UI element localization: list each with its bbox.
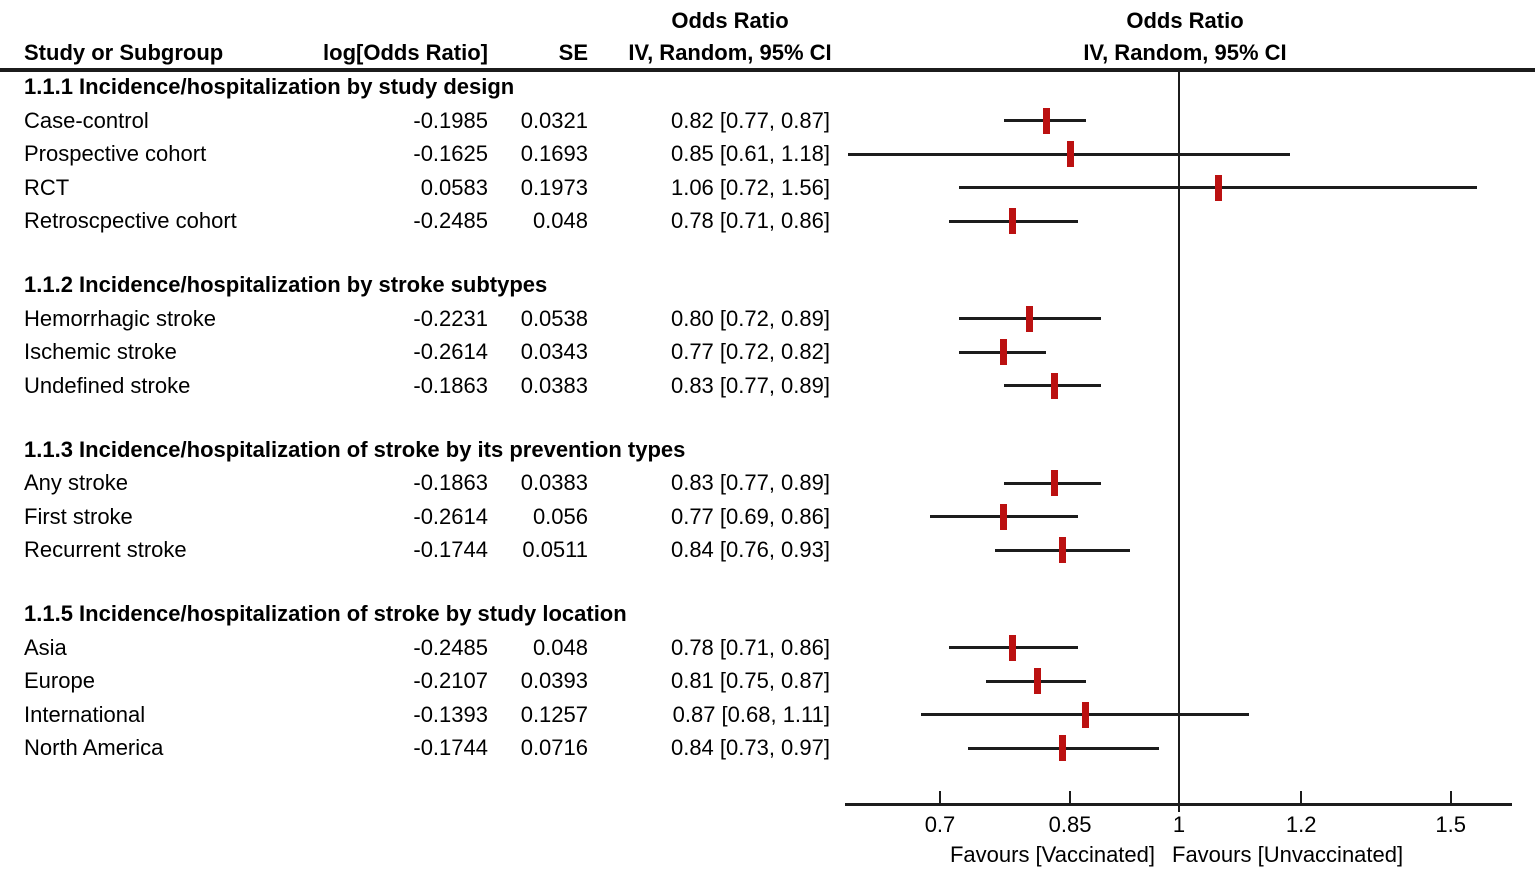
ci-text: 0.78 [0.71, 0.86] <box>670 634 830 660</box>
study-label: Recurrent stroke <box>24 537 187 562</box>
point-estimate-marker <box>1050 372 1058 399</box>
ci-text: 0.87 [0.68, 1.11] <box>672 701 830 727</box>
study-label: North America <box>24 735 164 760</box>
point-estimate-marker <box>1034 668 1042 694</box>
study-label: Undefined stroke <box>24 372 191 398</box>
axis-tick <box>1300 791 1303 806</box>
log-odds-ratio-value: -0.2614 <box>413 339 488 364</box>
ci-text: 0.83 [0.77, 0.89] <box>670 372 830 398</box>
axis-tick-label: 1.5 <box>1435 812 1466 837</box>
study-label: First stroke <box>24 503 133 529</box>
study-label: Case-control <box>24 107 149 133</box>
study-label: Asia <box>24 634 67 660</box>
study-label: Hemorrhagic stroke <box>24 305 216 331</box>
study-label: RCT <box>24 174 70 200</box>
point-estimate-marker <box>1058 537 1066 563</box>
log-odds-ratio-value: -0.1744 <box>413 537 488 562</box>
se-value: 0.0321 <box>520 107 588 133</box>
study-label: Retroscpective cohort <box>24 208 237 233</box>
ci-text: 0.77 [0.69, 0.86] <box>670 503 830 529</box>
study-label: Europe <box>24 668 95 693</box>
se-value: 0.1693 <box>520 141 588 166</box>
log-odds-ratio-value: -0.1744 <box>413 735 488 760</box>
se-value: 0.0511 <box>522 537 588 562</box>
plot-col-effect-title: Odds Ratio <box>1126 8 1244 33</box>
log-odds-ratio-value: 0.0583 <box>420 174 488 200</box>
point-estimate-marker <box>1009 208 1016 234</box>
col-header-log-odds-ratio: log[Odds Ratio] <box>323 40 488 65</box>
col-header-se: SE <box>558 40 588 65</box>
se-value: 0.0383 <box>520 372 588 398</box>
section-heading: 1.1.1 Incidence/hospitalization by study… <box>24 74 515 99</box>
study-label: Ischemic stroke <box>24 339 177 364</box>
se-value: 0.048 <box>532 208 588 233</box>
study-label: Prospective cohort <box>24 141 207 166</box>
study-label: Any stroke <box>24 470 128 495</box>
axis-tick <box>938 791 941 806</box>
point-estimate-marker <box>1082 701 1090 728</box>
point-estimate-marker <box>1000 503 1008 530</box>
axis-tick-label: 0.7 <box>924 812 956 837</box>
point-estimate-marker <box>1050 470 1058 496</box>
point-estimate-marker <box>1042 107 1050 134</box>
ci-text: 0.77 [0.72, 0.82] <box>670 339 830 364</box>
axis-tick <box>1178 791 1180 806</box>
se-value: 0.1973 <box>520 174 588 200</box>
ci-text: 0.82 [0.77, 0.87] <box>670 107 830 133</box>
col-header-study: Study or Subgroup <box>24 40 224 65</box>
section-heading: 1.1.5 Incidence/hospitalization of strok… <box>24 601 627 626</box>
se-value: 0.0343 <box>520 339 588 364</box>
axis-tick-label: 0.85 <box>1048 812 1092 837</box>
section-heading: 1.1.2 Incidence/hospitalization by strok… <box>24 272 548 297</box>
log-odds-ratio-value: -0.2485 <box>413 208 488 233</box>
se-value: 0.0393 <box>520 668 588 693</box>
point-estimate-marker <box>1066 141 1074 167</box>
log-odds-ratio-value: -0.2485 <box>413 634 488 660</box>
header-divider <box>0 68 1535 72</box>
plot-col-model-subtitle: IV, Random, 95% CI <box>1083 40 1287 65</box>
ci-text: 0.84 [0.73, 0.97] <box>670 735 830 760</box>
se-value: 0.1257 <box>520 701 588 727</box>
se-value: 0.0383 <box>520 470 588 495</box>
ci-text: 1.06 [0.72, 1.56] <box>670 174 830 200</box>
log-odds-ratio-value: -0.1625 <box>413 141 488 166</box>
ci-text: 0.83 [0.77, 0.89] <box>670 470 830 495</box>
point-estimate-marker <box>1025 305 1033 332</box>
log-odds-ratio-value: -0.1863 <box>413 372 488 398</box>
axis-tick-label: 1 <box>1172 812 1186 837</box>
ci-text: 0.78 [0.71, 0.86] <box>670 208 830 233</box>
study-label: International <box>24 701 146 727</box>
se-value: 0.0716 <box>520 735 588 760</box>
point-estimate-marker <box>1000 339 1008 365</box>
log-odds-ratio-value: -0.1393 <box>413 701 488 727</box>
ci-text: 0.81 [0.75, 0.87] <box>670 668 830 693</box>
log-odds-ratio-value: -0.1863 <box>413 470 488 495</box>
ci-text: 0.85 [0.61, 1.18] <box>670 141 830 166</box>
log-odds-ratio-value: -0.1985 <box>413 107 488 133</box>
point-estimate-marker <box>1058 735 1066 761</box>
favours-right-label: Favours [Unvaccinated] <box>1172 842 1404 867</box>
reference-line <box>1178 72 1180 812</box>
axis-tick <box>1069 791 1072 806</box>
log-odds-ratio-value: -0.2614 <box>413 503 488 529</box>
se-value: 0.048 <box>532 634 588 660</box>
ci-text: 0.84 [0.76, 0.93] <box>670 537 830 562</box>
axis-tick-label: 1.2 <box>1285 812 1317 837</box>
se-value: 0.056 <box>532 503 588 529</box>
text-col-model-subtitle: IV, Random, 95% CI <box>628 40 832 65</box>
log-odds-ratio-value: -0.2231 <box>413 305 488 331</box>
log-odds-ratio-value: -0.2107 <box>413 668 488 693</box>
ci-text: 0.80 [0.72, 0.89] <box>670 305 830 331</box>
axis-tick <box>1449 791 1452 806</box>
text-col-effect-title: Odds Ratio <box>671 8 789 33</box>
favours-left-label: Favours [Vaccinated] <box>949 842 1155 867</box>
section-heading: 1.1.3 Incidence/hospitalization of strok… <box>24 436 686 462</box>
point-estimate-marker <box>1214 174 1222 201</box>
point-estimate-marker <box>1009 634 1016 661</box>
se-value: 0.0538 <box>520 305 588 331</box>
